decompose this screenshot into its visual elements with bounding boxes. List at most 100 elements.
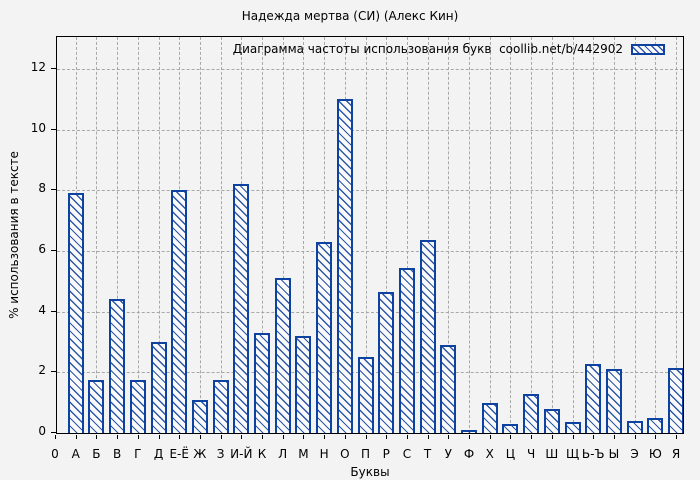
bar-О bbox=[336, 99, 353, 433]
bar-Щ bbox=[564, 421, 581, 433]
v-gridline bbox=[365, 37, 367, 433]
bar-Ю bbox=[647, 417, 664, 433]
x-tick-mark bbox=[303, 435, 305, 439]
bar-В bbox=[109, 299, 126, 433]
y-tick-label: 0 bbox=[38, 424, 46, 438]
v-gridline bbox=[489, 37, 491, 433]
y-tick-label: 8 bbox=[38, 181, 46, 196]
x-tick-mark bbox=[655, 435, 657, 439]
chart-title: Надежда мертва (СИ) (Алекс Кин) bbox=[241, 9, 459, 23]
v-gridline bbox=[220, 37, 222, 433]
bar-Е-Ё bbox=[171, 190, 188, 433]
x-tick-label-Я: Я bbox=[671, 447, 681, 461]
bar-И-Й bbox=[233, 184, 250, 433]
v-gridline bbox=[158, 37, 160, 433]
x-tick-mark bbox=[324, 435, 326, 439]
v-gridline bbox=[613, 37, 615, 433]
v-gridline bbox=[137, 37, 139, 433]
y-tick-mark bbox=[51, 189, 56, 191]
bar-П bbox=[357, 357, 374, 433]
v-gridline bbox=[676, 37, 677, 433]
x-tick-label-Т: Т bbox=[423, 447, 432, 461]
x-tick-mark bbox=[551, 435, 553, 439]
v-gridline bbox=[634, 37, 636, 433]
bar-Ш bbox=[543, 408, 560, 433]
x-tick-mark bbox=[613, 435, 615, 439]
v-gridline bbox=[386, 37, 388, 433]
v-gridline bbox=[96, 37, 98, 433]
x-tick-label-И-Й: И-Й bbox=[230, 447, 253, 461]
x-tick-mark bbox=[55, 435, 56, 439]
x-tick-mark bbox=[262, 435, 263, 439]
y-axis-title: % использования в тексте bbox=[7, 151, 21, 319]
x-tick-label-Щ: Щ bbox=[565, 447, 580, 461]
y-tick-label: 2 bbox=[38, 363, 46, 378]
bar-Ц bbox=[502, 423, 519, 433]
x-tick-mark bbox=[117, 435, 119, 439]
x-tick-mark bbox=[386, 435, 388, 439]
x-tick-label-Е-Ё: Е-Ё bbox=[169, 447, 189, 461]
v-gridline bbox=[303, 37, 305, 433]
x-axis-title: Буквы bbox=[350, 465, 390, 479]
x-tick-mark bbox=[282, 435, 284, 439]
y-tick-mark bbox=[51, 128, 56, 130]
x-tick-label-С: С bbox=[402, 447, 412, 461]
x-tick-mark bbox=[241, 435, 243, 439]
x-tick-mark bbox=[510, 435, 512, 439]
x-tick-mark bbox=[676, 435, 677, 439]
legend: Диаграмма частоты использования букв coo… bbox=[233, 42, 665, 56]
bar-Н bbox=[316, 241, 333, 433]
x-tick-label-Ж: Ж bbox=[193, 447, 207, 461]
x-tick-label-М: М bbox=[298, 447, 309, 461]
x-tick-label-П: П bbox=[360, 447, 371, 461]
x-tick-label-Ь-Ъ: Ь-Ъ bbox=[581, 447, 605, 461]
v-gridline bbox=[469, 37, 470, 433]
bar-М bbox=[295, 335, 312, 433]
bar-Э bbox=[626, 421, 643, 433]
h-gridline bbox=[57, 250, 683, 252]
bar-Ь-Ъ bbox=[585, 364, 602, 433]
v-gridline bbox=[593, 37, 595, 433]
y-tick-mark bbox=[51, 432, 56, 433]
bar-Г bbox=[129, 379, 146, 433]
x-tick-mark bbox=[365, 435, 367, 439]
x-tick-mark bbox=[199, 435, 201, 439]
v-gridline bbox=[572, 37, 574, 433]
x-tick-label-Ш: Ш bbox=[545, 447, 559, 461]
x-tick-mark bbox=[96, 435, 98, 439]
x-tick-label-А: А bbox=[71, 447, 80, 461]
bar-Ч bbox=[523, 393, 540, 433]
v-gridline bbox=[117, 37, 119, 433]
bar-Л bbox=[274, 278, 291, 433]
x-tick-label-У: У bbox=[444, 447, 452, 461]
legend-hatch-swatch-icon bbox=[631, 43, 665, 55]
x-tick-mark bbox=[344, 435, 346, 439]
y-tick-mark bbox=[51, 249, 56, 251]
x-tick-label-Х: Х bbox=[485, 447, 494, 461]
x-tick-label-К: К bbox=[257, 447, 267, 461]
x-tick-label-Ю: Ю bbox=[648, 447, 662, 461]
x-tick-label-О: О bbox=[340, 447, 350, 461]
x-tick-label-Ч: Ч bbox=[526, 447, 536, 461]
x-tick-label-Б: Б bbox=[92, 447, 101, 461]
v-gridline bbox=[282, 37, 284, 433]
y-tick-label: 12 bbox=[30, 59, 46, 74]
x-tick-label-В: В bbox=[112, 447, 122, 461]
bar-Т bbox=[419, 240, 436, 433]
x-tick-mark bbox=[489, 435, 491, 439]
x-tick-mark bbox=[593, 435, 595, 439]
x-tick-mark bbox=[572, 435, 574, 439]
bar-Ж bbox=[191, 399, 208, 433]
x-tick-mark bbox=[531, 435, 533, 439]
x-tick-mark bbox=[406, 435, 408, 439]
h-gridline bbox=[57, 190, 683, 192]
x-tick-label-Э: Э bbox=[630, 447, 639, 461]
legend-label: Диаграмма частоты использования букв coo… bbox=[232, 42, 623, 56]
x-tick-label-З: З bbox=[216, 447, 225, 461]
x-tick-mark bbox=[634, 435, 636, 439]
bar-З bbox=[212, 379, 229, 433]
v-gridline bbox=[406, 37, 408, 433]
plot-area: Диаграмма частоты использования букв coo… bbox=[56, 36, 684, 434]
v-gridline bbox=[551, 37, 553, 433]
